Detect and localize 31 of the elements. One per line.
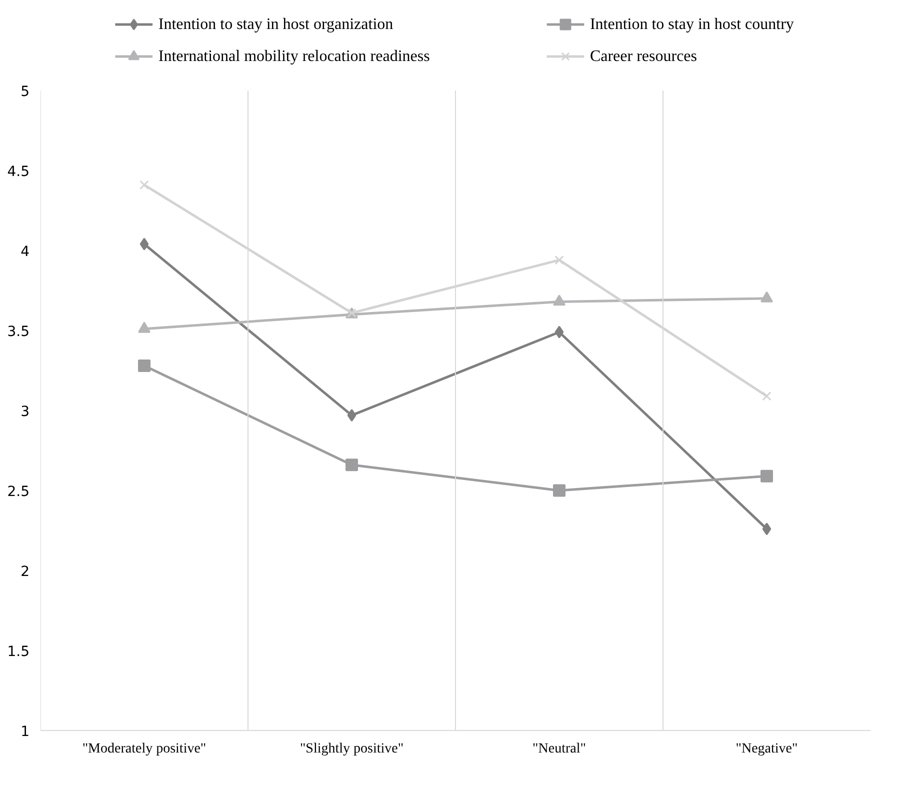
point	[554, 326, 564, 338]
x-tick-label: "Neutral"	[532, 742, 586, 756]
point	[346, 458, 358, 472]
y-tick-label: 1	[20, 724, 30, 740]
y-tick-label: 2.5	[7, 484, 30, 500]
point	[347, 409, 356, 422]
y-tick-label: 4	[20, 244, 30, 260]
point	[554, 255, 564, 265]
point	[762, 522, 772, 536]
y-tick-label: 2	[20, 564, 30, 580]
legend-label: International mobility relocation readiness	[158, 48, 430, 65]
point	[553, 484, 566, 497]
legend-label: Intention to stay in host organization	[158, 16, 394, 33]
x-tick-label: "Moderately positive"	[82, 742, 206, 756]
y-tick-label: 4.5	[7, 164, 30, 180]
legend-label: Intention to stay in host country	[590, 16, 794, 33]
legend-label: Career resources	[590, 48, 698, 65]
x-tick-label: "Slightly positive"	[300, 742, 404, 756]
point	[138, 359, 150, 372]
y-tick-label: 3.5	[7, 324, 30, 340]
point	[140, 180, 149, 190]
y-tick-label: 5	[20, 84, 30, 100]
point	[138, 322, 150, 333]
point	[140, 238, 149, 250]
point	[762, 391, 772, 401]
point	[553, 294, 566, 306]
y-tick-label: 1.5	[7, 644, 30, 660]
x-tick-label: "Negative"	[736, 742, 798, 756]
y-tick-label: 3	[20, 404, 30, 420]
point	[760, 470, 773, 482]
point	[760, 291, 773, 302]
